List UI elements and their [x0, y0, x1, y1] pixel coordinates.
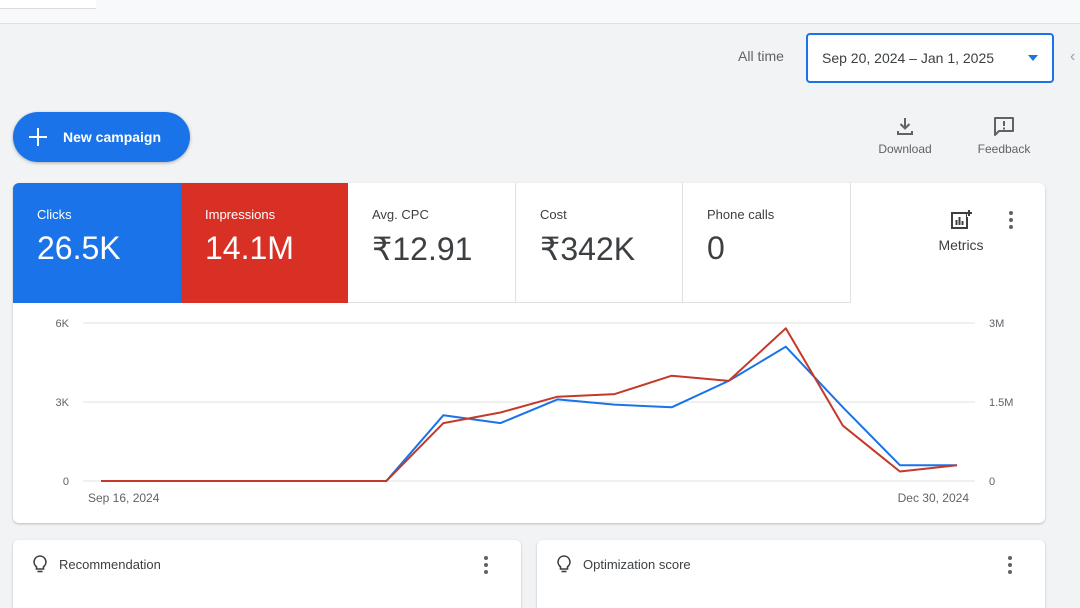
- metric-tile-impressions[interactable]: Impressions 14.1M: [181, 183, 348, 303]
- metric-tile-clicks[interactable]: Clicks 26.5K: [13, 183, 181, 303]
- chevron-left-icon[interactable]: ‹: [1070, 48, 1076, 65]
- y-right-tick: 3M: [989, 318, 1004, 330]
- date-range-label: All time: [738, 48, 784, 64]
- feedback-label: Feedback: [977, 142, 1031, 156]
- x-tick-label: Dec 30, 2024: [898, 491, 970, 505]
- more-options-icon[interactable]: [483, 556, 489, 576]
- metric-value: ₹12.91: [372, 231, 473, 267]
- recommendation-panel: Recommendation: [13, 540, 521, 608]
- y-left-tick: 6K: [56, 318, 70, 330]
- add-chart-icon: [951, 209, 972, 229]
- y-left-tick: 3K: [56, 397, 70, 409]
- date-range-picker[interactable]: Sep 20, 2024 – Jan 1, 2025: [806, 33, 1054, 83]
- series-line-impressions: [101, 327, 958, 482]
- plus-icon: [29, 128, 47, 146]
- caret-down-icon: [1028, 55, 1038, 61]
- lightbulb-icon: [33, 555, 47, 573]
- recommendation-title: Recommendation: [59, 557, 161, 572]
- download-icon: [897, 118, 913, 135]
- metric-label: Impressions: [205, 207, 276, 222]
- metric-value: 14.1M: [205, 230, 294, 266]
- metrics-button-label: Metrics: [938, 237, 984, 253]
- metric-label: Phone calls: [707, 207, 775, 222]
- y-left-tick: 0: [63, 476, 69, 488]
- new-campaign-label: New campaign: [63, 129, 162, 145]
- metric-label: Cost: [540, 207, 567, 222]
- series-line-clicks: [101, 345, 957, 482]
- optimization-score-title: Optimization score: [583, 557, 691, 572]
- metric-tile-phone-calls[interactable]: Phone calls 0: [683, 183, 851, 303]
- metric-value: 0: [707, 230, 725, 266]
- feedback-button[interactable]: Feedback: [970, 116, 1038, 156]
- more-options-icon[interactable]: [1008, 211, 1014, 231]
- metric-value: ₹342K: [540, 231, 636, 267]
- metric-tile-avg-cpc[interactable]: Avg. CPC ₹12.91: [348, 183, 516, 303]
- download-button[interactable]: Download: [872, 116, 938, 156]
- x-tick-label: Sep 16, 2024: [88, 491, 160, 505]
- y-right-tick: 1.5M: [989, 397, 1013, 409]
- download-label: Download: [878, 142, 932, 156]
- metric-label: Avg. CPC: [372, 207, 429, 222]
- optimization-score-panel: Optimization score: [537, 540, 1045, 608]
- metrics-button[interactable]: Metrics: [931, 209, 991, 253]
- more-options-icon[interactable]: [1007, 556, 1013, 576]
- performance-chart: 6K 3M 3K 1.5M 0 0 Sep 16, 2024 Dec 30, 2024: [56, 318, 1014, 505]
- feedback-icon: [994, 117, 1014, 136]
- performance-card: Clicks 26.5K Impressions 14.1M Avg. CPC …: [13, 183, 1045, 523]
- top-bar: [0, 0, 1080, 24]
- metric-tile-cost[interactable]: Cost ₹342K: [516, 183, 683, 303]
- new-campaign-button[interactable]: New campaign: [13, 112, 190, 162]
- metric-value: 26.5K: [37, 230, 121, 266]
- y-right-tick: 0: [989, 476, 995, 488]
- lightbulb-icon: [557, 555, 571, 573]
- top-tab[interactable]: [0, 0, 96, 9]
- metric-label: Clicks: [37, 207, 72, 222]
- date-range-value: Sep 20, 2024 – Jan 1, 2025: [822, 50, 995, 66]
